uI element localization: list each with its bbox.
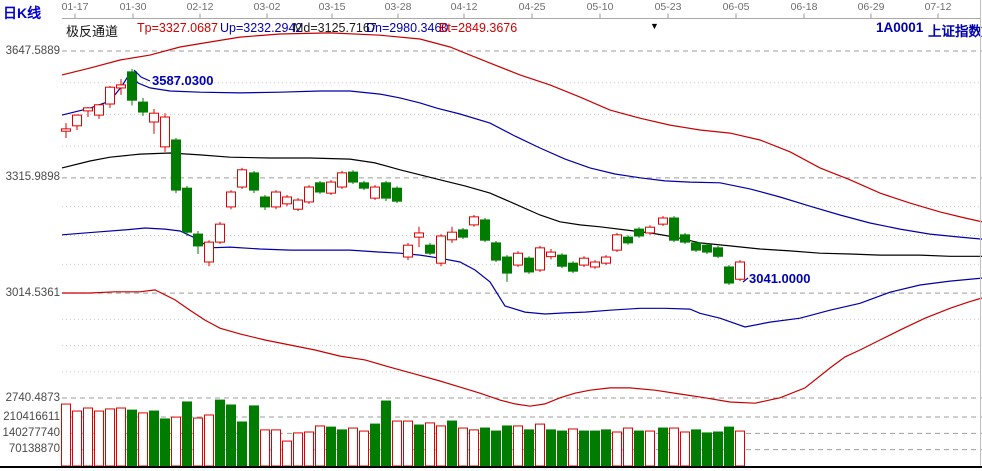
date-label: 03-28 xyxy=(384,1,412,13)
indicator-value-up: Up=3232.2942 xyxy=(220,21,303,35)
price-axis-label: 2740.4873 xyxy=(5,391,60,404)
right-border xyxy=(980,0,981,467)
symbol-name: 上证指数 xyxy=(928,24,982,39)
volume-axis-label: 210416611 xyxy=(3,410,60,423)
date-label: 04-12 xyxy=(450,1,478,13)
indicator-name: 极反通道 xyxy=(66,24,119,39)
price-axis-label: 3014.5361 xyxy=(5,286,60,299)
kline-type-label: 日K线 xyxy=(3,5,42,21)
date-label: 06-05 xyxy=(722,1,750,13)
date-label: 06-18 xyxy=(790,1,818,13)
date-label: 01-30 xyxy=(119,1,147,13)
last-price-annotation: 3041.0000 xyxy=(749,271,811,286)
header-divider xyxy=(62,18,981,19)
indicator-value-dn: Dn=2980.3460 xyxy=(366,21,449,35)
volume-axis-label: 140277740 xyxy=(2,426,60,439)
position-marker-icon[interactable]: ▼ xyxy=(650,21,659,31)
indicator-value-md: Md=3125.7167 xyxy=(293,21,377,35)
date-label: 01-17 xyxy=(61,1,89,13)
price-axis-label: 3647.5889 xyxy=(5,44,60,57)
indicator-value-tp: Tp=3327.0687 xyxy=(137,21,218,35)
indicator-value-bt: Bt=2849.3676 xyxy=(439,21,518,35)
bottom-border xyxy=(0,466,982,468)
volume-axis-label: 70138870 xyxy=(8,443,60,456)
date-label: 03-02 xyxy=(253,1,281,13)
peak-annotation: 3587.0300 xyxy=(152,73,214,88)
date-label: 06-29 xyxy=(857,1,885,13)
date-label: 05-23 xyxy=(654,1,682,13)
date-label: 05-10 xyxy=(586,1,614,13)
date-label: 02-12 xyxy=(186,1,214,13)
date-label: 04-25 xyxy=(518,1,546,13)
date-label: 07-12 xyxy=(924,1,952,13)
price-axis-label: 3315.9898 xyxy=(5,171,60,184)
symbol-code: 1A0001 xyxy=(876,20,924,35)
date-label: 03-15 xyxy=(318,1,346,13)
